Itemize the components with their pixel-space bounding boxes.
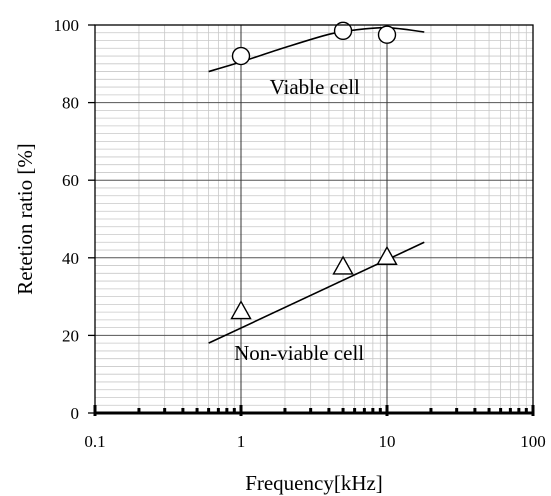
x-tick-label: 10 [379, 432, 396, 451]
grid [95, 25, 533, 413]
circle-marker [333, 21, 353, 41]
data-markers [230, 21, 398, 320]
circle-marker [377, 25, 397, 44]
y-tick-label: 40 [62, 249, 79, 268]
y-tick-label: 80 [62, 94, 79, 113]
x-axis-title: Frequency[kHz] [245, 471, 383, 495]
y-tick-label: 0 [71, 404, 80, 423]
x-tick-label: 100 [520, 432, 546, 451]
triangle-marker [230, 300, 252, 320]
x-tick-label: 0.1 [84, 432, 105, 451]
triangle-marker [332, 255, 354, 275]
annotations: Viable cell Non-viable cell [234, 75, 364, 365]
circle-marker [231, 46, 251, 66]
y-axis-title: Retetion ratio [%] [13, 143, 37, 295]
y-tick-label: 20 [62, 326, 79, 345]
annotation-label: Viable cell [270, 75, 360, 99]
y-tick-label: 100 [54, 16, 80, 35]
x-tick-label: 1 [237, 432, 246, 451]
tick-labels: 0 20 40 60 80 100 0.1 1 10 100 [54, 16, 546, 451]
ticks [88, 24, 535, 416]
annotation-label: Non-viable cell [234, 341, 364, 365]
triangle-marker [376, 245, 398, 265]
y-tick-label: 60 [62, 171, 79, 190]
